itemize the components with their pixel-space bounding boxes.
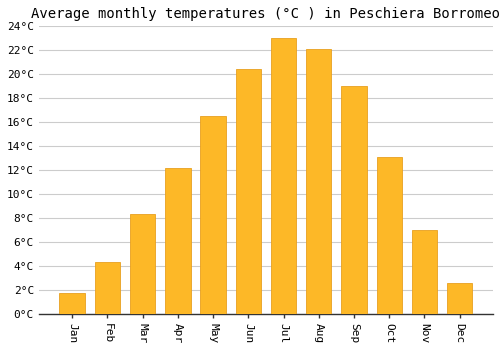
Bar [342, 86, 366, 314]
Bar [271, 38, 296, 314]
Bar [130, 214, 156, 314]
Bar [376, 157, 402, 314]
Bar [412, 230, 437, 314]
Bar [236, 69, 261, 314]
Bar [306, 49, 332, 314]
Bar [94, 262, 120, 314]
Bar [60, 293, 85, 314]
Bar [200, 116, 226, 314]
Bar [165, 168, 190, 314]
Bar [447, 283, 472, 314]
Title: Average monthly temperatures (°C ) in Peschiera Borromeo: Average monthly temperatures (°C ) in Pe… [32, 7, 500, 21]
